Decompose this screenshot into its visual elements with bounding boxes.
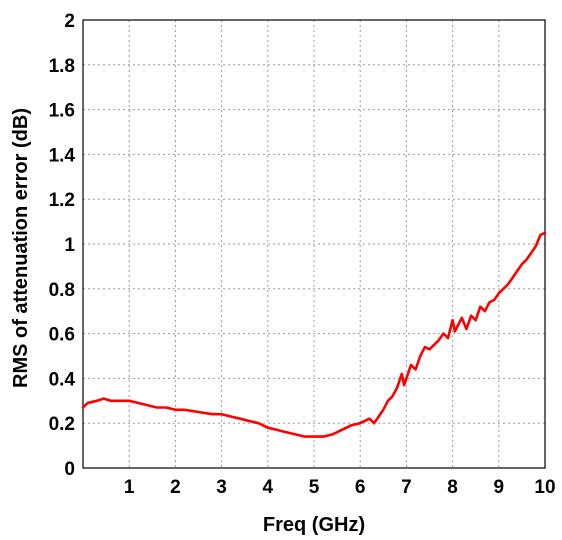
y-tick-label: 0.8 — [49, 280, 75, 301]
y-tick-label: 1.4 — [49, 145, 76, 166]
x-tick-label: 10 — [534, 477, 555, 498]
x-tick-label: 6 — [355, 477, 366, 498]
y-axis-title: RMS of attenuation error (dB) — [10, 108, 32, 388]
x-tick-label: 9 — [494, 477, 505, 498]
y-tick-label: 2 — [64, 11, 75, 32]
x-tick-label: 5 — [309, 477, 320, 498]
y-tick-label: 1.6 — [49, 101, 75, 122]
y-tick-label: 1.8 — [49, 56, 75, 77]
x-tick-label: 2 — [170, 477, 181, 498]
y-tick-label: 0.6 — [49, 325, 75, 346]
y-axis-ticks: 0 0.2 0.4 0.6 0.8 1 1.2 1.4 1.6 1.8 2 — [49, 11, 76, 480]
grid-lines — [83, 20, 545, 468]
x-axis-ticks: 1 2 3 4 5 6 7 8 9 10 — [124, 477, 556, 498]
plot-area — [82, 19, 546, 469]
x-tick-label: 7 — [401, 477, 412, 498]
x-tick-label: 3 — [216, 477, 227, 498]
y-tick-label: 0.2 — [49, 414, 75, 435]
y-tick-label: 1 — [64, 235, 75, 256]
x-tick-label: 8 — [447, 477, 458, 498]
x-tick-label: 1 — [124, 477, 135, 498]
y-tick-label: 0 — [64, 459, 75, 480]
y-tick-label: 0.4 — [49, 369, 76, 390]
x-axis-title: Freq (GHz) — [263, 514, 365, 536]
y-tick-label: 1.2 — [49, 190, 75, 211]
series-layer — [81, 231, 547, 438]
series-line — [81, 231, 547, 438]
x-tick-label: 4 — [263, 477, 274, 498]
